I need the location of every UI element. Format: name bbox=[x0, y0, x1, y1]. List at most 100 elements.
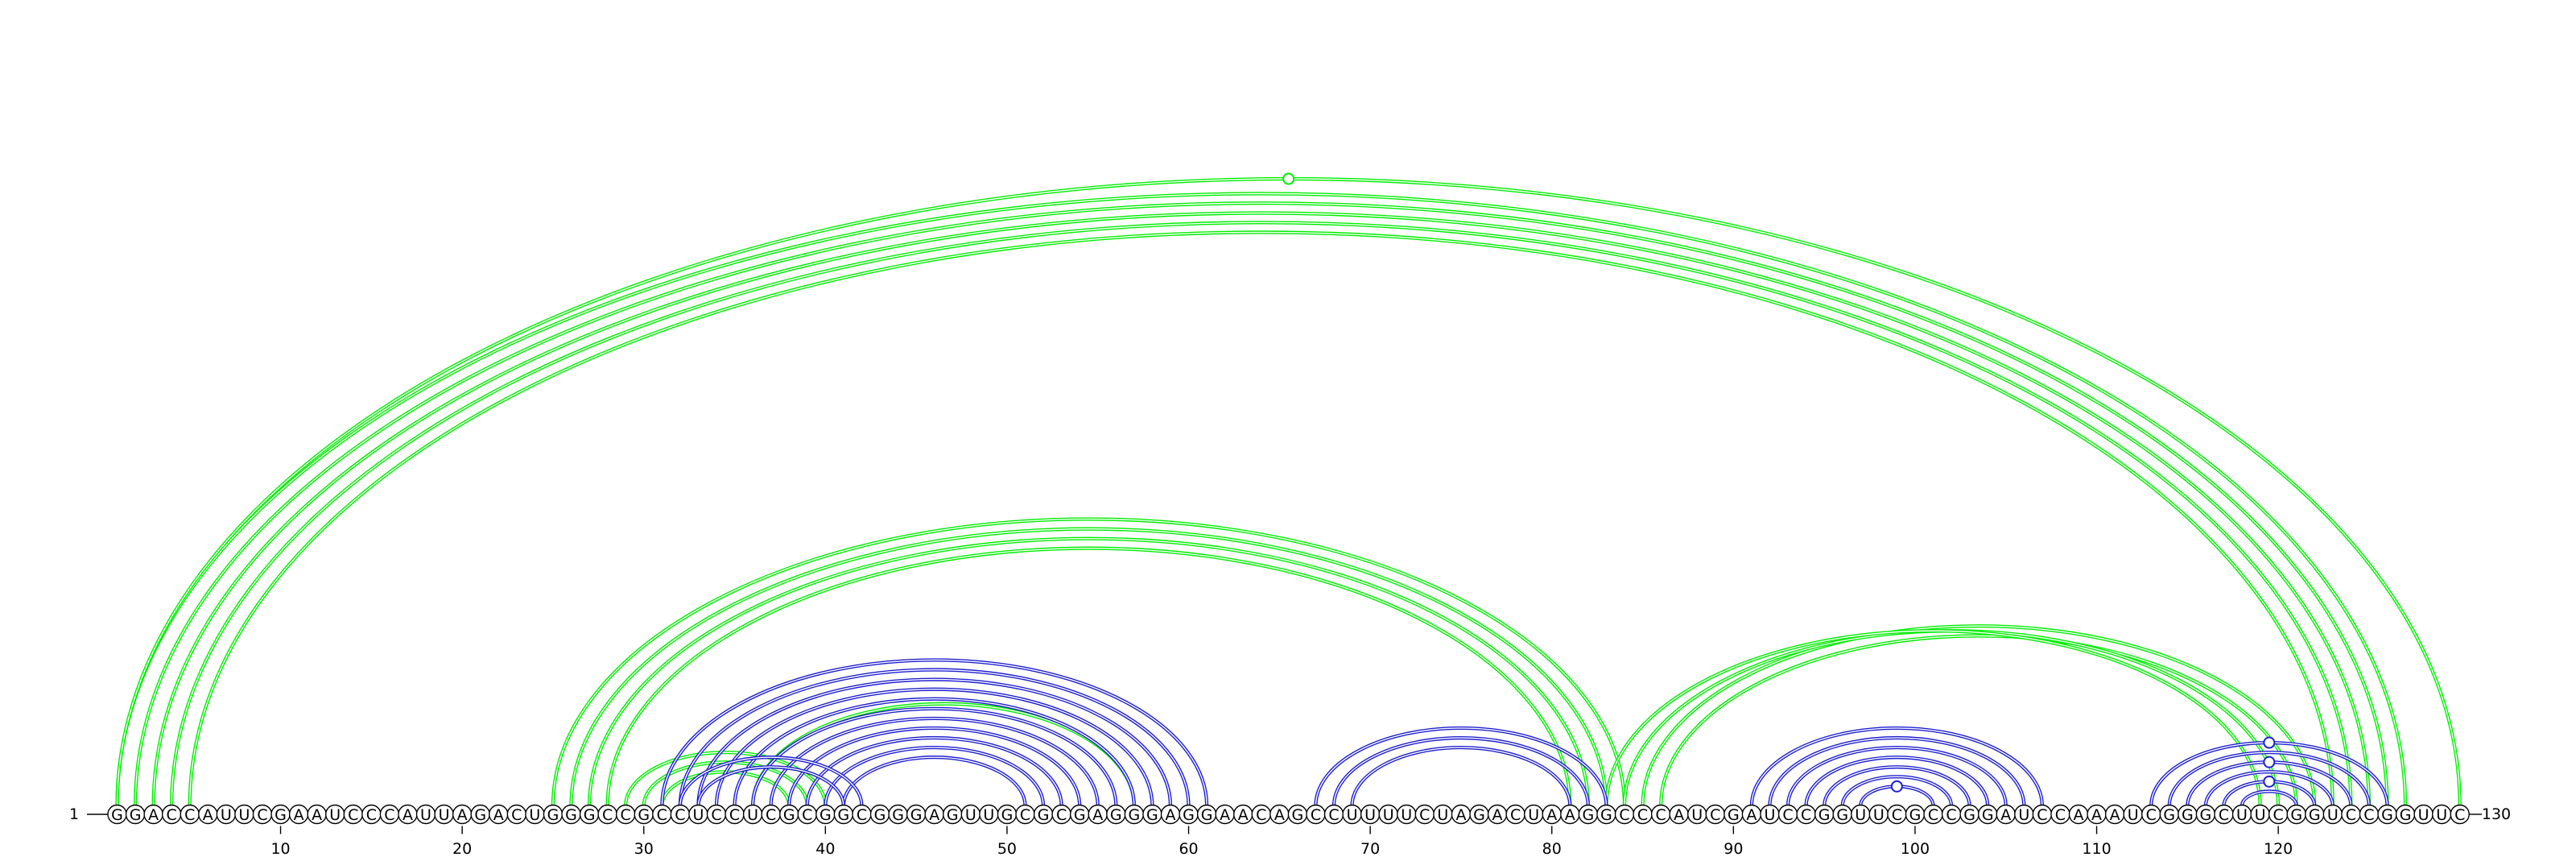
nucleotide-letter: G bbox=[1201, 806, 1213, 824]
nucleotide-letter: C bbox=[184, 806, 195, 824]
nucleotide: U bbox=[2123, 804, 2143, 825]
nucleotide-circle bbox=[2450, 804, 2470, 825]
nucleotide: G bbox=[815, 804, 836, 825]
base-pair-arc bbox=[733, 697, 1136, 806]
arc-center bbox=[116, 193, 2406, 806]
arc-center bbox=[606, 548, 1571, 806]
nucleotide-letter: G bbox=[838, 806, 850, 824]
base-pair-arc bbox=[1840, 775, 1954, 806]
base-pair-arc bbox=[605, 546, 1572, 806]
nucleotide: G bbox=[1033, 804, 1054, 825]
base-pair-arc bbox=[696, 765, 845, 806]
position-tick: 80 bbox=[1542, 826, 1562, 857]
nucleotide-letter: A bbox=[1274, 806, 1285, 824]
tick-label: 50 bbox=[997, 840, 1017, 857]
base-pair-arc bbox=[2167, 751, 2372, 806]
nucleotide-letter: U bbox=[692, 806, 704, 824]
nucleotide-letter: U bbox=[1764, 806, 1775, 824]
nucleotide-letter: A bbox=[1092, 806, 1103, 824]
nucleotide-letter: C bbox=[348, 806, 358, 824]
nucleotide-letter: G bbox=[638, 806, 650, 824]
arc-markers bbox=[1282, 172, 2276, 793]
nucleotide-letter: C bbox=[2219, 806, 2229, 824]
nucleotide-letter: A bbox=[493, 806, 504, 824]
base-pair-arc bbox=[1823, 765, 1971, 806]
nucleotide: C bbox=[1923, 804, 1943, 825]
nucleotide: U bbox=[2413, 804, 2434, 825]
nucleotide: C bbox=[652, 804, 672, 825]
base-pair-arc bbox=[751, 706, 1118, 806]
nucleotide: U bbox=[1397, 804, 1417, 825]
tick-label: 100 bbox=[1901, 840, 1930, 857]
tick-label: 90 bbox=[1724, 840, 1743, 857]
nucleotide-letter: C bbox=[511, 806, 522, 824]
arc-marker bbox=[2263, 736, 2276, 749]
arc-center bbox=[134, 202, 2388, 806]
nucleotide: U bbox=[960, 804, 981, 825]
nucleotide-letter: A bbox=[457, 806, 468, 824]
nucleotide: G bbox=[2178, 804, 2198, 825]
nucleotide: A bbox=[1269, 804, 1290, 825]
arc-center bbox=[2169, 751, 2370, 806]
arc-center bbox=[1751, 727, 2043, 806]
nucleotide-letter: A bbox=[2110, 806, 2120, 824]
nucleotide: C bbox=[670, 804, 691, 825]
nucleotide: G bbox=[1959, 804, 1979, 825]
position-tick: 110 bbox=[2082, 826, 2112, 857]
nucleotide-letter: C bbox=[766, 806, 776, 824]
nucleotide-letter: U bbox=[2327, 806, 2339, 824]
nucleotide-letter: G bbox=[1963, 806, 1975, 824]
nucleotide-letter: G bbox=[2163, 806, 2175, 824]
nucleotide: C bbox=[1650, 804, 1671, 825]
arc-center bbox=[661, 659, 1208, 806]
nucleotide: C bbox=[797, 804, 817, 825]
nucleotide-letter: G bbox=[1128, 806, 1140, 824]
nucleotide: C bbox=[252, 804, 273, 825]
nucleotide: C bbox=[1705, 804, 1725, 825]
nucleotide: G bbox=[2159, 804, 2179, 825]
nucleotide: U bbox=[1342, 804, 1362, 825]
tick-label: 40 bbox=[815, 840, 835, 857]
nucleotide: C bbox=[2032, 804, 2053, 825]
nucleotide: A bbox=[398, 804, 418, 825]
nucleotide: A bbox=[2068, 804, 2089, 825]
nucleotide: C bbox=[161, 804, 182, 825]
nucleotide-letter: G bbox=[2182, 806, 2194, 824]
nucleotide-letter: C bbox=[1619, 806, 1629, 824]
nucleotide-letter: G bbox=[1110, 806, 1122, 824]
arc-center bbox=[2241, 790, 2297, 806]
base-pair-arc bbox=[1641, 624, 2317, 806]
nucleotide: C bbox=[1505, 804, 1525, 825]
nucleotide-letter: C bbox=[1020, 806, 1030, 824]
arc-center bbox=[733, 698, 1135, 806]
nucleotide: G bbox=[634, 804, 654, 825]
nucleotide: C bbox=[1614, 804, 1635, 825]
nucleotide: C bbox=[379, 804, 400, 825]
arc-center bbox=[1605, 630, 2261, 806]
nucleotide-letter: G bbox=[474, 806, 486, 824]
arc-marker bbox=[2263, 775, 2276, 788]
nucleotide-letter: C bbox=[384, 806, 394, 824]
position-tick: 90 bbox=[1724, 826, 1743, 857]
arc-center bbox=[189, 231, 2334, 806]
nucleotide-letter: G bbox=[1600, 806, 1612, 824]
nucleotide: U bbox=[2014, 804, 2034, 825]
nucleotide: U bbox=[1760, 804, 1780, 825]
nucleotide: C bbox=[761, 804, 781, 825]
nucleotide: G bbox=[561, 804, 581, 825]
nucleotide: U bbox=[2431, 804, 2452, 825]
nucleotide: U bbox=[742, 804, 763, 825]
nucleotide: U bbox=[2231, 804, 2252, 825]
nucleotide-letter: A bbox=[1165, 806, 1175, 824]
base-pair-arc bbox=[115, 176, 2462, 806]
nucleotide: G bbox=[470, 804, 490, 825]
nucleotide: G bbox=[125, 804, 146, 825]
base-pair-arc bbox=[1659, 634, 2298, 806]
nucleotide-letter: G bbox=[1909, 806, 1922, 824]
nucleotide: U bbox=[1360, 804, 1381, 825]
nucleotide: C bbox=[2268, 804, 2289, 825]
base-pair-arc bbox=[841, 756, 1027, 806]
nucleotide-letter: C bbox=[2055, 806, 2066, 824]
position-tick: 30 bbox=[634, 826, 654, 857]
